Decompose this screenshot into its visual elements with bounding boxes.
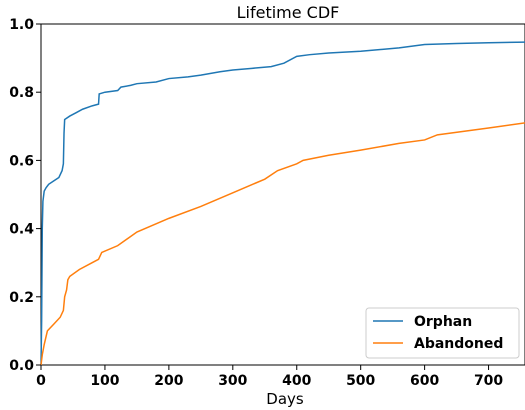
series-lines bbox=[40, 41, 525, 366]
x-tick-label: 400 bbox=[282, 373, 311, 389]
x-tick-label: 200 bbox=[154, 373, 183, 389]
y-axis-ticks: 0.0 0.2 0.4 0.6 0.8 1.0 bbox=[9, 17, 41, 374]
series-line-orphan bbox=[40, 41, 525, 366]
legend-label-orphan: Orphan bbox=[414, 314, 472, 330]
chart-title: Lifetime CDF bbox=[237, 3, 340, 22]
y-tick-label: 0.4 bbox=[9, 222, 34, 238]
x-tick-label: 500 bbox=[346, 373, 375, 389]
legend-label-abandoned: Abandoned bbox=[414, 336, 503, 352]
x-tick-label: 700 bbox=[474, 373, 503, 389]
x-axis-label: Days bbox=[266, 390, 304, 408]
x-tick-label: 600 bbox=[410, 373, 439, 389]
x-tick-label: 100 bbox=[90, 373, 119, 389]
plot-area bbox=[40, 23, 525, 366]
y-tick-label: 0.2 bbox=[9, 290, 34, 306]
series-line-abandoned bbox=[40, 122, 525, 366]
x-tick-label: 0 bbox=[36, 373, 46, 389]
y-tick-label: 0.0 bbox=[9, 358, 34, 374]
y-tick-label: 0.6 bbox=[9, 153, 34, 169]
y-tick-label: 1.0 bbox=[9, 17, 34, 33]
x-axis-ticks: 0 100 200 300 400 500 600 700 bbox=[36, 365, 503, 389]
legend-frame bbox=[365, 307, 520, 359]
y-tick-label: 0.8 bbox=[9, 85, 34, 101]
x-tick-label: 300 bbox=[218, 373, 247, 389]
legend: Orphan Abandoned bbox=[365, 307, 520, 359]
